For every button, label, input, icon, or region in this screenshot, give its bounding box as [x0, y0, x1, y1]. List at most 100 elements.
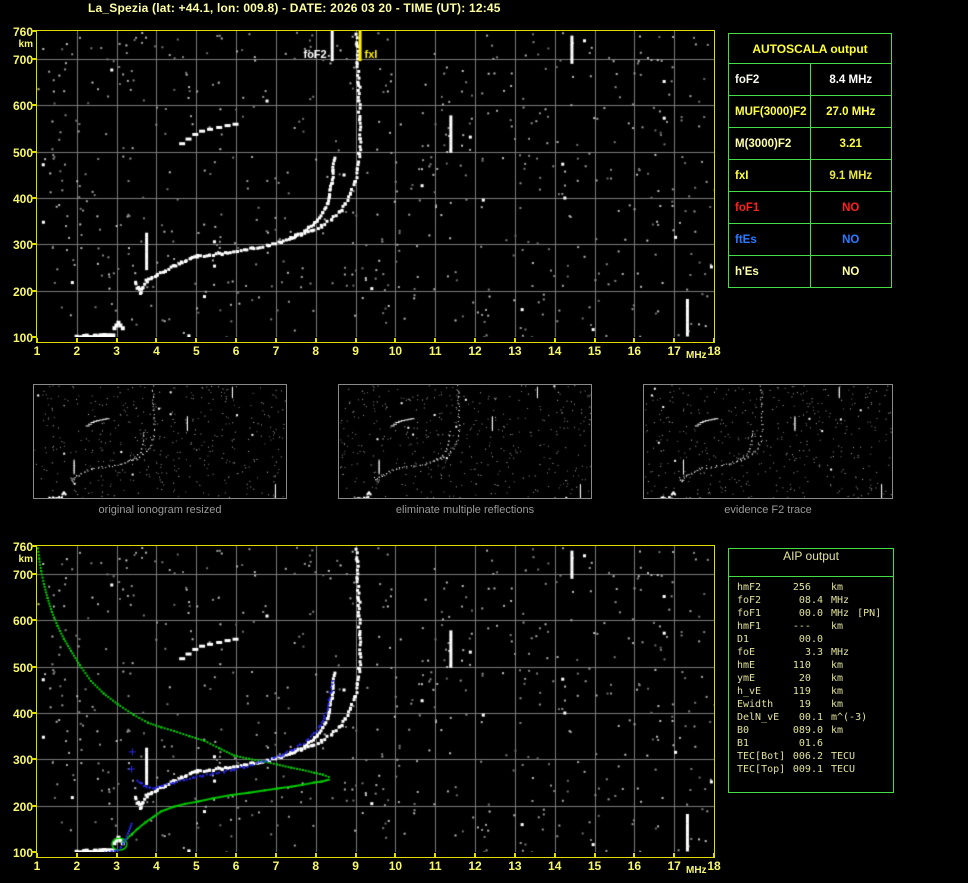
- aip-row-unit: km: [831, 686, 844, 697]
- autoscala-row: ftEs NO: [728, 223, 892, 256]
- autoscala-row-label: foF1: [728, 191, 811, 224]
- y-axis-tick: [31, 545, 36, 547]
- autoscala-row-value: 8.4 MHz: [809, 63, 892, 96]
- x-axis-tick-label: 6: [232, 859, 240, 873]
- aip-header: AIP output: [729, 549, 893, 577]
- x-axis-tick-label: 10: [388, 859, 403, 873]
- x-axis-tick-label: 2: [73, 859, 81, 873]
- y-axis-tick: [31, 104, 36, 107]
- aip-row-unit: km: [831, 582, 844, 593]
- aip-row-label: B1: [737, 738, 750, 749]
- y-axis-tick: [31, 57, 36, 60]
- x-axis-tick-label: 11: [428, 859, 442, 873]
- y-axis-tick: [31, 196, 36, 199]
- thumbnail-f2-trace: evidence F2 trace: [643, 384, 893, 516]
- x-axis-tick-label: 17: [667, 859, 681, 873]
- x-axis-tick: [434, 853, 437, 857]
- aip-row-label: h_vE: [737, 686, 762, 697]
- x-axis-tick: [274, 338, 277, 342]
- aip-row-unit: MHz: [831, 647, 850, 658]
- x-axis-tick-label: 1: [33, 344, 41, 358]
- aip-row-unit: TECU: [831, 751, 856, 762]
- x-axis-tick: [593, 853, 596, 857]
- y-axis-tick: [31, 758, 36, 761]
- x-axis-tick-label: 16: [627, 344, 642, 358]
- y-axis-tick-label: 500: [12, 145, 33, 160]
- y-axis-tick-label: 760: [12, 540, 33, 554]
- autoscala-row-value: 27.0 MHz: [809, 95, 892, 128]
- aip-row-label: foF1: [737, 608, 762, 619]
- aip-row: ymE 20 km: [729, 673, 893, 686]
- aip-row-flag: [PN]: [857, 608, 882, 619]
- x-axis-tick: [75, 338, 78, 342]
- x-axis-tick: [513, 338, 516, 342]
- aip-row-label: DelN_vE: [737, 712, 780, 723]
- x-axis-tick: [474, 338, 477, 342]
- y-axis-tick-label: 300: [12, 238, 33, 253]
- y-axis-tick-label: 760: [12, 25, 33, 39]
- aip-row-value: 00.0: [798, 634, 823, 645]
- aip-row: DelN_vE 00.1 m^(-3): [729, 712, 893, 725]
- aip-row: h_vE 119 km: [729, 686, 893, 699]
- x-axis-tick: [633, 338, 636, 342]
- aip-row-value: ---: [792, 621, 823, 632]
- x-axis-tick: [633, 853, 636, 857]
- x-axis-tick-label: 12: [468, 344, 482, 358]
- ionogram-top: [36, 30, 715, 343]
- y-axis-tick: [31, 30, 36, 32]
- x-axis-tick: [36, 338, 38, 342]
- y-axis-tick-label: 100: [12, 331, 33, 345]
- x-axis-tick-label: 18: [707, 344, 721, 358]
- x-axis-tick: [354, 338, 357, 342]
- ionogram-bottom: [36, 545, 715, 858]
- autoscala-row: h'Es NO: [728, 255, 892, 288]
- x-axis-tick-label: 3: [113, 344, 120, 358]
- aip-panel: AIP output hmF2 256 km foF2 08.4 MHz foF1 00.0…: [728, 548, 894, 793]
- x-axis-tick-label: 16: [627, 859, 642, 873]
- x-axis-tick: [713, 853, 715, 857]
- x-axis-tick: [553, 338, 556, 342]
- x-axis-tick: [394, 853, 397, 857]
- autoscala-row-label: M(3000)F2: [728, 127, 811, 160]
- aip-row-value: 256: [792, 582, 823, 593]
- aip-row-unit: km: [831, 660, 844, 671]
- thumbnail-original-caption: original ionogram resized: [98, 504, 222, 516]
- autoscala-row: fxI 9.1 MHz: [728, 159, 892, 192]
- x-axis-tick-label: 3: [113, 859, 120, 873]
- aip-row-label: foF2: [737, 595, 762, 606]
- y-axis-tick: [31, 711, 36, 714]
- aip-row: hmE 110 km: [729, 660, 893, 673]
- y-axis-unit-label: km: [18, 39, 33, 50]
- y-axis-tick-label: 400: [12, 191, 33, 206]
- y-axis-tick-label: 700: [12, 567, 33, 582]
- aip-row: foF2 08.4 MHz: [729, 595, 893, 608]
- x-axis-tick: [713, 338, 715, 342]
- thumbnail-no-reflections-caption: eliminate multiple reflections: [395, 504, 535, 516]
- y-axis-tick: [31, 851, 36, 853]
- aip-row-label: TEC[Top]: [737, 764, 786, 775]
- thumbnail-original: original ionogram resized: [33, 384, 287, 516]
- y-axis-tick: [31, 619, 36, 622]
- y-axis-tick-label: 700: [12, 52, 33, 67]
- x-axis-tick: [474, 853, 477, 857]
- autoscala-row-label: foF2: [728, 63, 811, 96]
- y-axis-tick: [31, 150, 36, 153]
- x-axis-tick: [235, 853, 238, 857]
- aip-row: foF1 00.0 MHz [PN]: [729, 608, 893, 621]
- autoscala-row-value: NO: [809, 223, 892, 256]
- aip-row-value: 006.2: [792, 751, 823, 762]
- aip-row-unit: MHz: [831, 595, 850, 606]
- autoscala-row-value: NO: [809, 255, 892, 288]
- x-axis-tick-label: 15: [587, 344, 602, 358]
- aip-row-unit: MHz: [831, 608, 850, 619]
- aip-row-value: 08.4: [798, 595, 823, 606]
- aip-row-value: 3.3: [804, 647, 823, 658]
- x-axis-tick-label: 14: [548, 859, 562, 873]
- aip-row: Ewidth 19 km: [729, 699, 893, 712]
- aip-row-value: 119: [792, 686, 823, 697]
- x-axis-tick-label: 4: [153, 344, 160, 358]
- x-axis-tick-label: 13: [508, 859, 522, 873]
- aip-row: B1 01.6: [729, 738, 893, 751]
- autoscala-row-value: 9.1 MHz: [809, 159, 892, 192]
